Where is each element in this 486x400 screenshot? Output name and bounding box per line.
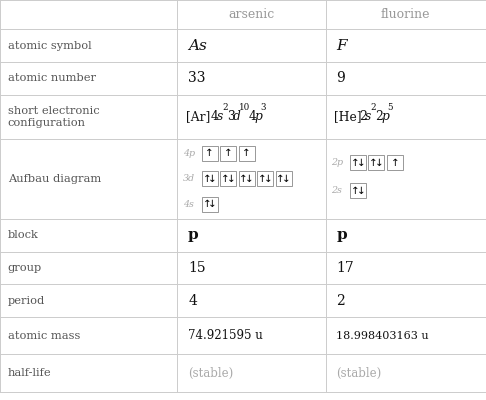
Text: 2s: 2s bbox=[331, 186, 342, 195]
Text: ↓: ↓ bbox=[226, 174, 235, 184]
Text: ↑: ↑ bbox=[351, 186, 360, 196]
Text: 3d: 3d bbox=[183, 174, 195, 183]
Bar bbox=[387, 155, 403, 170]
Bar bbox=[350, 183, 366, 198]
Text: ↑: ↑ bbox=[390, 158, 399, 168]
Text: ↑: ↑ bbox=[203, 199, 211, 209]
Text: 17: 17 bbox=[336, 261, 354, 275]
Text: p: p bbox=[382, 110, 389, 123]
Text: Aufbau diagram: Aufbau diagram bbox=[8, 174, 101, 184]
Text: d: d bbox=[233, 110, 241, 123]
Text: (stable): (stable) bbox=[188, 367, 233, 380]
Text: ↓: ↓ bbox=[375, 158, 383, 168]
Bar bbox=[368, 155, 384, 170]
Text: period: period bbox=[8, 296, 45, 306]
Text: s: s bbox=[364, 110, 371, 123]
Text: 9: 9 bbox=[336, 71, 345, 85]
Text: ↓: ↓ bbox=[282, 174, 291, 184]
Text: ↑: ↑ bbox=[240, 174, 248, 184]
Text: short electronic
configuration: short electronic configuration bbox=[8, 106, 100, 128]
Text: 4: 4 bbox=[188, 294, 197, 308]
Text: 2: 2 bbox=[376, 110, 383, 123]
Text: 5: 5 bbox=[387, 102, 393, 112]
Text: s: s bbox=[217, 110, 223, 123]
Text: 2p: 2p bbox=[331, 158, 344, 167]
Text: ↓: ↓ bbox=[208, 174, 217, 184]
Text: 2: 2 bbox=[336, 294, 345, 308]
Text: ↓: ↓ bbox=[356, 158, 365, 168]
Text: ↓: ↓ bbox=[356, 186, 365, 196]
Text: F: F bbox=[336, 38, 347, 52]
Text: ↓: ↓ bbox=[208, 199, 217, 209]
Text: 4: 4 bbox=[249, 110, 257, 123]
Text: ↑: ↑ bbox=[277, 174, 285, 184]
Text: atomic symbol: atomic symbol bbox=[8, 40, 91, 50]
Text: [Ar]: [Ar] bbox=[186, 110, 210, 123]
Text: arsenic: arsenic bbox=[228, 8, 275, 21]
Bar bbox=[257, 171, 273, 186]
Text: half-life: half-life bbox=[8, 368, 52, 378]
Bar bbox=[239, 171, 255, 186]
Text: 18.998403163 u: 18.998403163 u bbox=[336, 331, 429, 341]
Text: atomic number: atomic number bbox=[8, 73, 96, 83]
Bar bbox=[239, 146, 255, 161]
Text: 10: 10 bbox=[239, 102, 250, 112]
Bar bbox=[202, 146, 218, 161]
Bar bbox=[276, 171, 292, 186]
Text: 3: 3 bbox=[227, 110, 235, 123]
Text: p: p bbox=[255, 110, 262, 123]
Text: [He]: [He] bbox=[334, 110, 362, 123]
Bar bbox=[220, 171, 236, 186]
Text: ↑: ↑ bbox=[369, 158, 378, 168]
Text: atomic mass: atomic mass bbox=[8, 331, 80, 341]
Text: ↓: ↓ bbox=[245, 174, 254, 184]
Bar bbox=[350, 155, 366, 170]
Text: p: p bbox=[336, 228, 347, 242]
Bar bbox=[202, 197, 218, 212]
Text: p: p bbox=[188, 228, 199, 242]
Text: 33: 33 bbox=[188, 71, 206, 85]
Text: 2: 2 bbox=[223, 102, 228, 112]
Text: 2: 2 bbox=[359, 110, 367, 123]
Text: 3: 3 bbox=[260, 102, 266, 112]
Text: 74.921595 u: 74.921595 u bbox=[188, 329, 263, 342]
Text: ↓: ↓ bbox=[263, 174, 272, 184]
Text: ↑: ↑ bbox=[221, 174, 230, 184]
Text: ↑: ↑ bbox=[258, 174, 267, 184]
Text: ↑: ↑ bbox=[351, 158, 360, 168]
Text: group: group bbox=[8, 263, 42, 273]
Text: ↑: ↑ bbox=[203, 174, 211, 184]
Text: 2: 2 bbox=[371, 102, 376, 112]
Text: fluorine: fluorine bbox=[381, 8, 431, 21]
Text: 4: 4 bbox=[211, 110, 219, 123]
Text: 4s: 4s bbox=[183, 200, 194, 209]
Bar bbox=[220, 146, 236, 161]
Text: ↑: ↑ bbox=[205, 148, 214, 158]
Text: (stable): (stable) bbox=[336, 367, 382, 380]
Text: ↑: ↑ bbox=[224, 148, 233, 158]
Text: 4p: 4p bbox=[183, 149, 195, 158]
Bar bbox=[202, 171, 218, 186]
Text: 15: 15 bbox=[188, 261, 206, 275]
Text: As: As bbox=[188, 38, 207, 52]
Text: ↑: ↑ bbox=[242, 148, 251, 158]
Text: block: block bbox=[8, 230, 38, 240]
